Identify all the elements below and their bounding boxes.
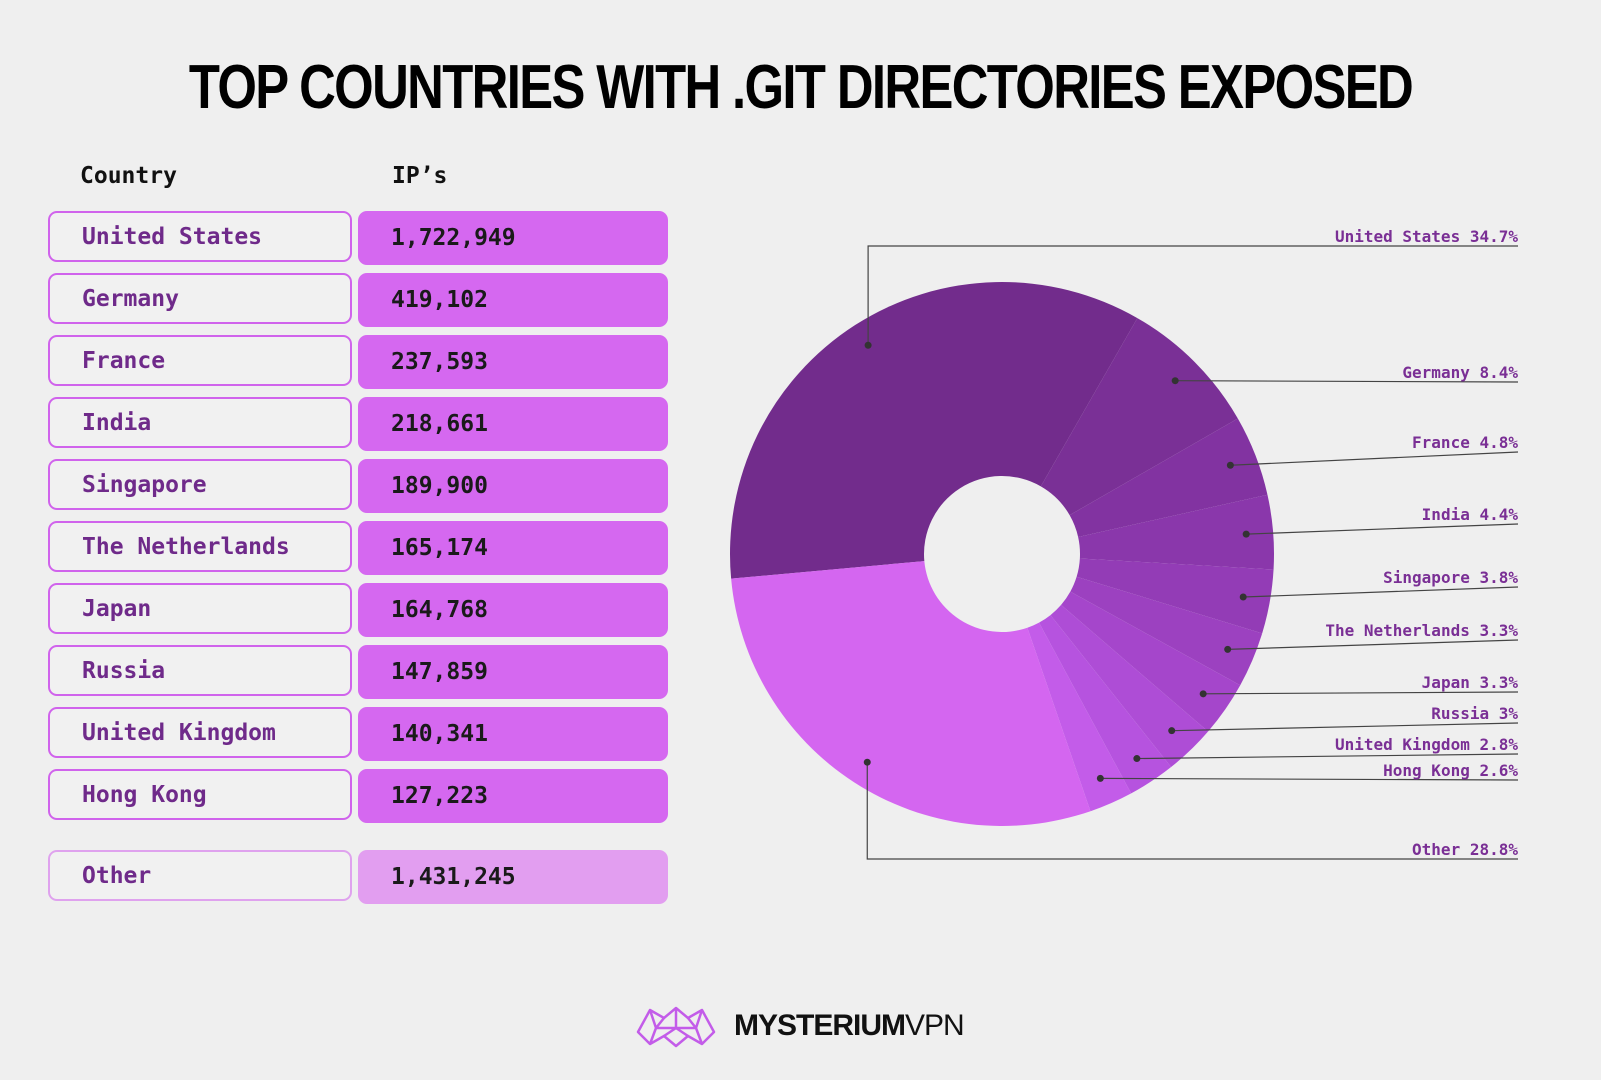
country-cell: France: [48, 335, 352, 386]
slice-9: [1027, 622, 1132, 812]
brand-name: MYSTERIUMVPN: [734, 1009, 965, 1043]
country-cell: The Netherlands: [48, 521, 352, 572]
slice-label: Germany 8.4%: [1402, 363, 1518, 382]
brand-name-bold: MYSTERIUM: [734, 1009, 906, 1042]
country-cell: Hong Kong: [48, 769, 352, 820]
leader-dot: [864, 341, 872, 349]
slice-0: [730, 282, 1138, 579]
slice-label: Other 28.8%: [1412, 840, 1518, 859]
slice-label: The Netherlands 3.3%: [1325, 621, 1518, 640]
ips-cell: 419,102: [358, 273, 668, 327]
ips-cell: 189,900: [358, 459, 668, 513]
ips-cell: 1,431,245: [358, 850, 668, 904]
slice-label: United Kingdom 2.8%: [1335, 735, 1518, 754]
slice-5: [1070, 576, 1263, 686]
ips-cell: 164,768: [358, 583, 668, 637]
brand-name-light: VPN: [905, 1009, 965, 1042]
ips-cell: 165,174: [358, 521, 668, 575]
table-row-other: Other 1,431,245: [48, 850, 668, 904]
ips-cell: 1,722,949: [358, 211, 668, 265]
country-cell: Russia: [48, 645, 352, 696]
leader-dot: [1133, 755, 1141, 763]
column-header-country: Country: [80, 163, 177, 189]
leader-line: [1136, 753, 1519, 760]
table-row: United States 1,722,949: [48, 211, 668, 265]
table-row: India 218,661: [48, 397, 668, 451]
slice-7: [1050, 604, 1209, 768]
slice-6: [1061, 591, 1241, 732]
slice-3: [1078, 494, 1274, 570]
leader-line: [1227, 639, 1519, 650]
slice-10: [731, 561, 1091, 826]
table-row: The Netherlands 165,174: [48, 521, 668, 575]
country-cell: United States: [48, 211, 352, 262]
slice-label: Russia 3%: [1431, 704, 1518, 723]
leader-dot: [1096, 774, 1104, 782]
slice-label: India 4.4%: [1422, 505, 1519, 524]
leader-line: [1171, 722, 1519, 732]
leader-dot: [1226, 461, 1234, 469]
table-row: France 237,593: [48, 335, 668, 389]
country-cell: Germany: [48, 273, 352, 324]
slice-8: [1039, 615, 1172, 794]
table-row: Singapore 189,900: [48, 459, 668, 513]
leader-line: [1243, 586, 1519, 598]
leader-dot: [1171, 377, 1179, 385]
leader-line: [1100, 777, 1519, 781]
table-row: Japan 164,768: [48, 583, 668, 637]
slice-label: United States 34.7%: [1335, 227, 1518, 246]
slice-1: [1040, 318, 1238, 516]
slice-label: Singapore 3.8%: [1383, 568, 1518, 587]
page-title: TOP COUNTRIES WITH .GIT DIRECTORIES EXPO…: [188, 53, 1414, 122]
brand-logo: MYSTERIUMVPN: [636, 1004, 965, 1048]
slice-label: Japan 3.3%: [1422, 673, 1519, 692]
leader-line: [866, 762, 1518, 860]
donut-chart: United States 34.7% Germany 8.4% France 4.…: [730, 227, 1519, 860]
ips-cell: 127,223: [358, 769, 668, 823]
ips-cell: 140,341: [358, 707, 668, 761]
table-row: Hong Kong 127,223: [48, 769, 668, 823]
slice-2: [1069, 418, 1268, 538]
country-cell: Other: [48, 850, 352, 901]
leader-line: [1175, 380, 1519, 383]
column-header-ips: IP’s: [392, 163, 448, 189]
leader-line: [867, 245, 1518, 346]
leader-line: [1246, 523, 1519, 535]
slice-4: [1076, 558, 1274, 634]
ips-cell: 237,593: [358, 335, 668, 389]
ips-cell: 147,859: [358, 645, 668, 699]
country-cell: United Kingdom: [48, 707, 352, 758]
country-cell: Japan: [48, 583, 352, 634]
leader-dot: [1239, 593, 1247, 601]
country-cell: India: [48, 397, 352, 448]
leader-dot: [863, 758, 871, 766]
leader-dot: [1242, 530, 1250, 538]
leader-dot: [1168, 727, 1176, 735]
table-row: Germany 419,102: [48, 273, 668, 327]
table-row: United Kingdom 140,341: [48, 707, 668, 761]
ips-cell: 218,661: [358, 397, 668, 451]
leader-line: [1230, 451, 1519, 466]
slice-label: France 4.8%: [1412, 433, 1518, 452]
mysterium-logo-icon: [636, 1006, 716, 1048]
country-cell: Singapore: [48, 459, 352, 510]
slice-label: Hong Kong 2.6%: [1383, 761, 1518, 780]
leader-dot: [1199, 690, 1207, 698]
leader-line: [1203, 691, 1519, 695]
leader-dot: [1224, 645, 1232, 653]
table-row: Russia 147,859: [48, 645, 668, 699]
